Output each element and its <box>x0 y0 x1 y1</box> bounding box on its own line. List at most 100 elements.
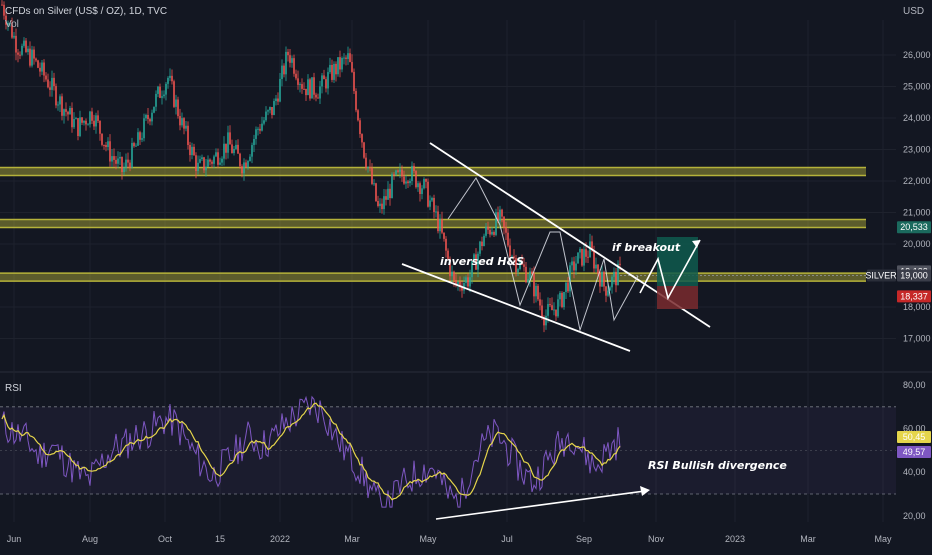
candle-body <box>453 271 455 280</box>
candle-body <box>61 96 63 116</box>
x-tick: 15 <box>215 534 225 544</box>
candle-body <box>129 162 131 168</box>
x-tick: Oct <box>158 534 173 544</box>
price-y-tick: 20,000 <box>903 239 931 249</box>
candle-body <box>59 96 61 105</box>
candle-body <box>173 81 175 107</box>
candle-body <box>15 35 17 53</box>
candle-body <box>395 170 397 175</box>
divergence-line <box>435 490 646 520</box>
x-tick: 2023 <box>725 534 745 544</box>
candle-body <box>407 181 409 184</box>
candle-body <box>527 279 529 283</box>
candle-body <box>91 111 93 121</box>
candle-body <box>13 35 15 38</box>
candle-body <box>571 261 573 266</box>
rsi-value-tag: 49,57 <box>903 447 926 457</box>
candle-body <box>51 77 53 90</box>
candle-body <box>69 107 71 115</box>
candle-body <box>543 317 545 326</box>
candle-body <box>207 159 209 167</box>
candle-body <box>195 155 197 172</box>
candle-body <box>385 196 387 200</box>
support-resistance-zone <box>0 219 866 228</box>
candle-body <box>49 87 51 90</box>
candle-body <box>581 248 583 266</box>
candle-body <box>205 166 207 171</box>
candle-body <box>269 107 271 111</box>
candle-body <box>399 169 401 172</box>
candle-body <box>619 263 621 265</box>
candle-body <box>317 97 319 99</box>
candle-body <box>19 54 21 56</box>
candle-body <box>149 119 151 122</box>
stop-box <box>657 286 698 309</box>
candle-body <box>403 176 405 184</box>
candle-body <box>563 291 565 308</box>
candle-body <box>303 88 305 90</box>
candle-body <box>363 142 365 158</box>
rsi-y-tick: 20,00 <box>903 511 926 521</box>
candle-body <box>171 75 173 82</box>
price-y-tick: 25,000 <box>903 82 931 92</box>
candle-body <box>55 86 57 106</box>
candle-body <box>255 129 257 139</box>
x-tick: Nov <box>648 534 665 544</box>
candle-body <box>589 241 591 258</box>
candle-body <box>215 152 217 157</box>
candle-body <box>95 115 97 127</box>
candle-body <box>309 79 311 99</box>
candle-body <box>245 162 247 168</box>
candle-body <box>477 253 479 270</box>
candle-body <box>501 209 503 217</box>
candle-body <box>193 146 195 156</box>
candle-body <box>279 78 281 102</box>
candle-body <box>423 179 425 189</box>
candle-body <box>5 15 7 25</box>
candle-body <box>607 290 609 296</box>
candle-body <box>197 162 199 172</box>
candle-body <box>261 123 263 131</box>
candle-body <box>381 203 383 210</box>
candle-body <box>221 158 223 163</box>
candle-body <box>411 165 413 182</box>
candle-body <box>447 250 449 259</box>
candle-body <box>251 145 253 157</box>
candle-body <box>161 96 163 98</box>
candle-body <box>213 156 215 164</box>
candle-body <box>235 144 237 149</box>
candle-body <box>585 249 587 257</box>
candle-body <box>7 22 9 25</box>
candle-body <box>243 162 245 174</box>
candle-body <box>373 183 375 185</box>
candle-body <box>39 67 41 72</box>
candle-body <box>43 62 45 76</box>
candle-body <box>561 292 563 308</box>
candle-body <box>169 75 171 78</box>
candle-body <box>337 57 339 75</box>
candle-body <box>11 22 13 38</box>
candle-body <box>459 281 461 288</box>
candle-body <box>435 211 437 213</box>
candle-body <box>159 86 161 98</box>
candle-body <box>537 285 539 300</box>
candle-body <box>127 159 129 163</box>
candle-body <box>531 271 533 274</box>
candle-body <box>181 118 183 126</box>
candle-body <box>85 120 87 125</box>
symbol-tag-bg <box>867 269 896 282</box>
candle-body <box>493 231 495 235</box>
candle-body <box>27 48 29 52</box>
candle-body <box>1 4 3 6</box>
candle-body <box>393 174 395 176</box>
candle-body <box>41 62 43 72</box>
candle-body <box>565 282 567 292</box>
candle-body <box>109 141 111 162</box>
candle-body <box>521 262 523 265</box>
candle-body <box>183 118 185 129</box>
candle-body <box>383 196 385 210</box>
candle-body <box>387 188 389 200</box>
candle-body <box>45 75 47 80</box>
price-tag: 19,000 <box>900 271 928 281</box>
candle-body <box>421 188 423 195</box>
